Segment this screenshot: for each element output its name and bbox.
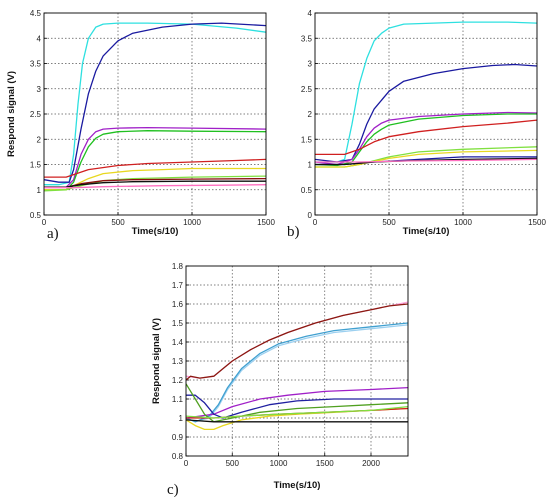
series-group xyxy=(44,22,266,192)
series-line-11 xyxy=(186,419,408,423)
y-tick-label: 1 xyxy=(37,186,42,195)
y-axis-label: Respond signal (V) xyxy=(6,71,17,157)
y-tick-label: 1.7 xyxy=(172,281,184,290)
x-tick-label: 500 xyxy=(226,459,240,468)
chart-panel-2: 0 500 1000 1500 0 0.5 1 1.5 2 2.5 3 3.5 4 Time(s/10) b… xyxy=(287,9,546,240)
y-tick-label: 0.5 xyxy=(301,186,313,195)
y-tick-label: 1.5 xyxy=(30,161,42,170)
plot-frame xyxy=(185,265,409,457)
y-tick-label: 3.5 xyxy=(301,34,313,43)
series-line-2 xyxy=(186,303,408,381)
y-tick-label: 1.4 xyxy=(172,338,184,347)
y-tick-label: 4.5 xyxy=(30,9,42,18)
y-tick-label: 1 xyxy=(179,414,184,423)
x-tick-label: 500 xyxy=(382,218,396,227)
x-tick-label: 0 xyxy=(184,459,189,468)
x-tick-label: 0 xyxy=(42,218,47,227)
chart-panel-3: 0 500 1000 1500 2000 0.8 0.9 1 1.1 1.2 1.3 1.4 1.5 1.… xyxy=(151,262,409,498)
x-tick-label: 500 xyxy=(111,218,125,227)
series-line-10 xyxy=(44,184,266,189)
series-line-5 xyxy=(186,386,408,419)
panel-label: c) xyxy=(167,482,179,498)
series-line-5 xyxy=(44,158,266,178)
y-tick-label: 1.8 xyxy=(172,262,184,271)
plot-frame xyxy=(43,12,267,216)
y-tick-label: 0.9 xyxy=(172,433,184,442)
y-tick-label: 1.3 xyxy=(172,357,184,366)
x-axis-label: Time(s/10) xyxy=(274,480,321,491)
y-tick-label: 1.2 xyxy=(172,376,184,385)
series-line-10 xyxy=(186,405,408,419)
y-tick-label: 0.5 xyxy=(30,211,42,220)
y-tick-label: 1.1 xyxy=(172,395,184,404)
y-tick-label: 1.6 xyxy=(172,300,184,309)
y-tick-label: 1.5 xyxy=(301,135,313,144)
x-tick-label: 2000 xyxy=(362,459,380,468)
chart-panel-1: 0 500 1000 1500 0.5 1 1.5 2 2.5 3 3.5 4 4.5 Time(s/10… xyxy=(6,9,275,242)
y-axis-label: Respond signal (V) xyxy=(151,318,162,404)
y-tick-label: 1 xyxy=(308,161,313,170)
y-tick-label: 2 xyxy=(308,110,313,119)
series-group xyxy=(186,301,408,431)
y-tick-label: 2.5 xyxy=(30,110,42,119)
series-line-7 xyxy=(186,383,408,423)
y-tick-label: 2 xyxy=(37,135,42,144)
y-tick-label: 4 xyxy=(308,9,313,18)
y-tick-label: 0.8 xyxy=(172,452,184,461)
series-line-2 xyxy=(44,22,266,183)
x-tick-label: 1500 xyxy=(316,459,334,468)
x-tick-label: 1000 xyxy=(454,218,472,227)
x-tick-label: 1500 xyxy=(257,218,275,227)
series-line-10 xyxy=(315,158,537,163)
series-line-1 xyxy=(44,22,266,186)
panel-label: b) xyxy=(287,224,300,240)
y-tick-label: 4 xyxy=(37,34,42,43)
series-line-3 xyxy=(315,111,537,166)
y-tick-label: 3 xyxy=(37,85,42,94)
y-tick-label: 2.5 xyxy=(301,85,313,94)
series-line-5 xyxy=(315,119,537,156)
y-tick-label: 0 xyxy=(308,211,313,220)
x-axis-label: Time(s/10) xyxy=(403,226,450,237)
x-tick-label: 1500 xyxy=(528,218,546,227)
x-tick-label: 0 xyxy=(313,218,318,227)
series-line-4 xyxy=(44,130,266,191)
x-tick-label: 1000 xyxy=(183,218,201,227)
x-axis-label: Time(s/10) xyxy=(132,226,179,237)
series-line-6 xyxy=(44,167,266,191)
series-line-7 xyxy=(315,149,537,168)
series-group xyxy=(315,21,537,168)
y-tick-label: 3 xyxy=(308,60,313,69)
x-tick-label: 1000 xyxy=(270,459,288,468)
plot-frame xyxy=(314,12,538,216)
series-line-3 xyxy=(44,126,266,188)
panel-label: a) xyxy=(47,226,59,242)
series-line-6 xyxy=(186,394,408,419)
y-tick-label: 3.5 xyxy=(30,60,42,69)
y-tick-label: 1.5 xyxy=(172,319,184,328)
